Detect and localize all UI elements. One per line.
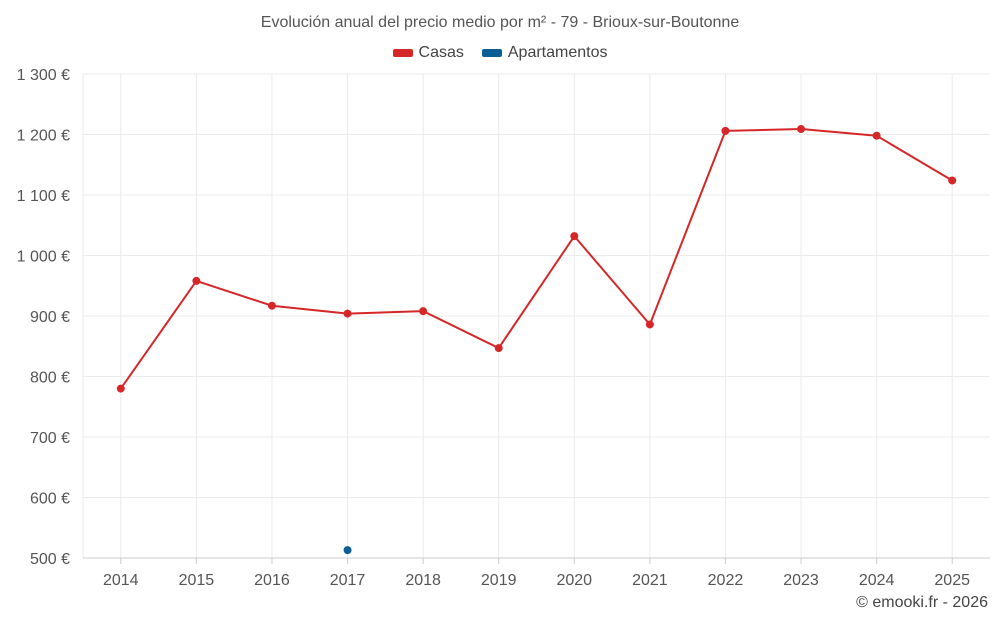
x-tick-label: 2025 <box>934 572 970 589</box>
legend-swatch-casas <box>392 49 413 57</box>
data-point-casas <box>797 125 806 134</box>
x-tick-label: 2023 <box>783 572 819 589</box>
chart-title: Evolución anual del precio medio por m² … <box>260 14 740 31</box>
x-tick-label: 2021 <box>632 572 668 589</box>
x-tick-label: 2020 <box>556 572 592 589</box>
legend-item-apartamentos[interactable]: Apartamentos <box>481 44 608 62</box>
y-tick-label: 700 € <box>30 430 70 447</box>
data-point-apartamentos <box>343 546 352 555</box>
data-point-casas <box>419 307 428 316</box>
data-point-casas <box>721 126 730 135</box>
legend-swatch-apartamentos <box>481 49 502 57</box>
footer-credit: © emooki.fr - 2026 <box>856 594 988 611</box>
data-point-casas <box>570 232 579 241</box>
x-tick-label: 2015 <box>179 572 215 589</box>
x-tick-label: 2016 <box>254 572 290 589</box>
data-point-casas <box>192 276 201 285</box>
y-tick-label: 1 100 € <box>17 188 70 205</box>
x-tick-label: 2014 <box>103 572 139 589</box>
y-tick-label: 900 € <box>30 309 70 326</box>
data-point-casas <box>948 176 957 185</box>
y-tick-label: 1 200 € <box>17 128 70 145</box>
data-point-casas <box>116 384 125 393</box>
legend-label-casas: Casas <box>418 44 464 61</box>
y-tick-label: 500 € <box>30 551 70 568</box>
y-tick-label: 800 € <box>30 370 70 387</box>
data-point-casas <box>343 309 352 318</box>
series-line-casas <box>119 128 953 390</box>
legend-item-casas[interactable]: Casas <box>392 44 464 62</box>
y-tick-label: 1 000 € <box>17 249 70 266</box>
data-point-casas <box>645 320 654 329</box>
y-tick-label: 1 300 € <box>17 67 70 84</box>
legend-label-apartamentos: Apartamentos <box>507 44 608 61</box>
data-point-casas <box>494 344 503 353</box>
x-tick-label: 2019 <box>481 572 517 589</box>
y-tick-label: 600 € <box>30 491 70 508</box>
data-point-casas <box>267 301 276 310</box>
x-tick-label: 2018 <box>405 572 441 589</box>
legend: Casas Apartamentos <box>0 44 1000 62</box>
x-tick-label: 2022 <box>708 572 744 589</box>
x-tick-label: 2017 <box>330 572 366 589</box>
data-point-casas <box>872 131 881 140</box>
x-tick-label: 2024 <box>859 572 895 589</box>
